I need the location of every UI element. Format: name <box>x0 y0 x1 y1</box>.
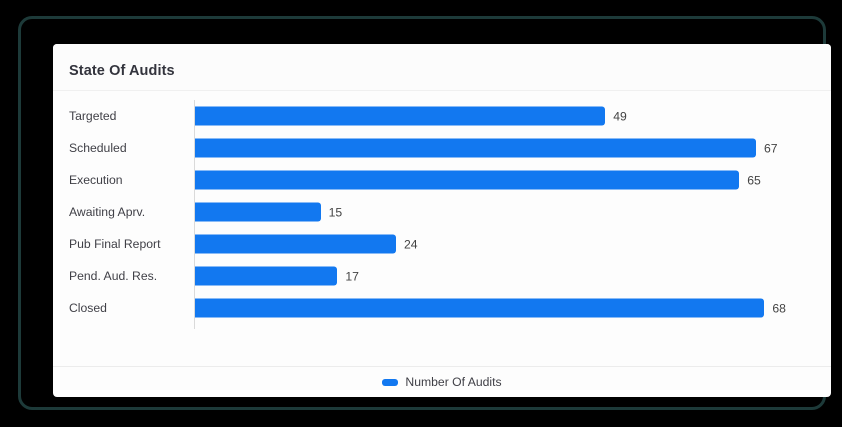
bar[interactable] <box>195 266 338 286</box>
bar-row: Targeted 49 <box>53 100 831 132</box>
bar-row: Pend. Aud. Res. 17 <box>53 260 831 292</box>
bar[interactable] <box>195 298 765 318</box>
bar-value-label: 15 <box>328 205 343 219</box>
category-label: Pend. Aud. Res. <box>69 269 158 283</box>
legend-swatch-icon <box>382 378 399 386</box>
bar-row: Awaiting Aprv. 15 <box>53 196 831 228</box>
category-label: Scheduled <box>69 141 127 155</box>
bar[interactable] <box>195 202 321 222</box>
bar-value-label: 24 <box>403 237 418 251</box>
card-header: State Of Audits <box>53 44 831 91</box>
bar-rows: Targeted 49 Scheduled 67 Execution 65 Awaiting… <box>53 100 831 324</box>
y-axis-line <box>194 100 195 329</box>
category-label: Execution <box>69 173 123 187</box>
category-label: Awaiting Aprv. <box>69 205 146 219</box>
page-title: State Of Audits <box>69 63 175 79</box>
bar[interactable] <box>195 170 740 190</box>
bar-value-label: 17 <box>345 269 359 283</box>
category-label: Closed <box>69 301 107 315</box>
bar-value-label: 68 <box>772 301 786 315</box>
outer-frame: State Of Audits Targeted 49 Scheduled 67 Exe… <box>18 16 831 410</box>
chart-plot-area: Targeted 49 Scheduled 67 Execution 65 Awaiting… <box>53 91 831 366</box>
bar-track: 49 <box>195 106 823 126</box>
bar-value-label: 49 <box>613 109 627 123</box>
category-label: Targeted <box>69 109 117 123</box>
bar-row: Closed 68 <box>53 292 831 324</box>
bar-track: 24 <box>195 234 823 254</box>
bar[interactable] <box>195 234 396 254</box>
bar[interactable] <box>195 138 756 158</box>
bar-track: 67 <box>195 138 823 158</box>
bar-track: 17 <box>195 266 823 286</box>
chart-legend[interactable]: Number Of Audits <box>53 367 831 397</box>
category-label: Pub Final Report <box>69 237 161 251</box>
legend-item-label: Number Of Audits <box>405 375 502 389</box>
bar-row: Pub Final Report 24 <box>53 228 831 260</box>
chart-card: State Of Audits Targeted 49 Scheduled 67 Exe… <box>53 44 831 397</box>
bar-row: Scheduled 67 <box>53 132 831 164</box>
bar-row: Execution 65 <box>53 164 831 196</box>
bar-track: 68 <box>195 298 823 318</box>
legend-divider <box>53 366 831 367</box>
bar-track: 15 <box>195 202 823 222</box>
bar-value-label: 65 <box>747 173 761 187</box>
bar-value-label: 67 <box>764 141 778 155</box>
bar-track: 65 <box>195 170 823 190</box>
bar[interactable] <box>195 106 606 126</box>
